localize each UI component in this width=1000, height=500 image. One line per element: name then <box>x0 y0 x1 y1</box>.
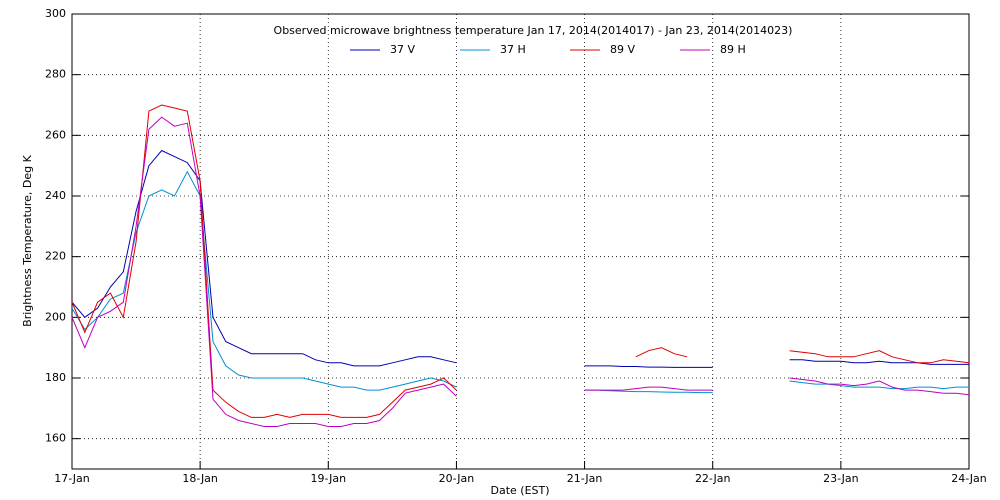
y-tick-label: 300 <box>45 7 66 20</box>
x-tick-label: 24-Jan <box>951 472 987 485</box>
data-line <box>71 116 970 427</box>
y-tick-label: 180 <box>45 371 66 384</box>
x-tick-label: 22-Jan <box>695 472 731 485</box>
plot-frame <box>71 13 970 470</box>
y-tick-label: 240 <box>45 189 66 202</box>
legend-label: 37 H <box>500 43 526 56</box>
x-tick-label: 20-Jan <box>439 472 475 485</box>
y-tick-label: 260 <box>45 128 66 141</box>
y-tick-label: 160 <box>45 432 66 445</box>
x-tick-label: 17-Jan <box>54 472 90 485</box>
x-tick-label: 23-Jan <box>823 472 859 485</box>
y-tick-label: 280 <box>45 68 66 81</box>
y-tick-label: 200 <box>45 310 66 323</box>
y-axis-label: Brightness Temperature, Deg K <box>21 154 34 326</box>
legend-label: 89 H <box>720 43 746 56</box>
legend-label: 37 V <box>390 43 415 56</box>
data-line <box>71 149 969 368</box>
data-line <box>71 104 970 418</box>
x-tick-label: 21-Jan <box>567 472 603 485</box>
y-tick-label: 220 <box>45 250 66 263</box>
chart-title: Observed microwave brightness temperatur… <box>274 24 793 37</box>
x-tick-label: 18-Jan <box>182 472 218 485</box>
legend-label: 89 V <box>610 43 635 56</box>
x-tick-label: 19-Jan <box>311 472 347 485</box>
x-axis-label: Date (EST) <box>490 484 549 497</box>
